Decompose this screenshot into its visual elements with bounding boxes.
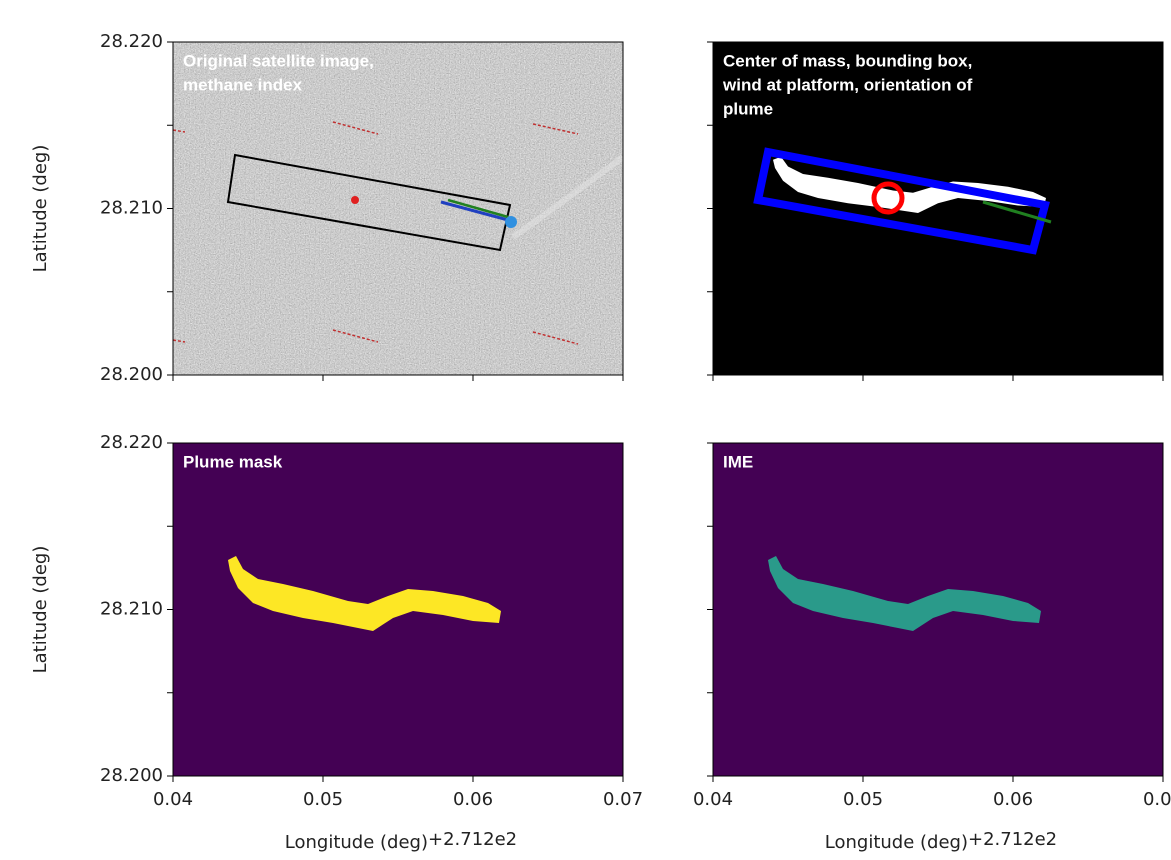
- grid-marker: [173, 129, 186, 133]
- image: IME: [713, 443, 1163, 776]
- panel: Plume mask 0.04 0.05 0.06 0.07 28.200 28.210 28…: [30, 432, 643, 853]
- y-tick-label: 28.220: [100, 432, 163, 453]
- image: Center of mass, bounding box, wind at pla…: [713, 42, 1163, 375]
- grid-marker: [332, 329, 379, 343]
- panel-title: methane index: [183, 75, 303, 94]
- center-of-mass: [351, 196, 359, 204]
- x-tick-label: 0.05: [303, 789, 343, 810]
- image: Original satellite image, methane index: [173, 42, 623, 375]
- y-tick-label: 28.200: [100, 765, 163, 786]
- plume: [228, 556, 501, 631]
- x-tick-label: 0.04: [153, 789, 193, 810]
- y-tick-label: 28.200: [100, 364, 163, 385]
- panel-title: Center of mass, bounding box,: [723, 51, 972, 70]
- x-tick-label: 0.07: [603, 789, 643, 810]
- panel-title: IME: [723, 452, 753, 471]
- x-tick-label: 0.04: [693, 789, 733, 810]
- x-tick-label: 0.05: [843, 789, 883, 810]
- orientation-line: [982, 200, 1052, 224]
- x-offset-text: +2.712e2: [968, 829, 1057, 850]
- center-of-mass: [871, 181, 905, 215]
- wind-arrow: [440, 200, 509, 222]
- plume: [773, 156, 1046, 213]
- x-axis-label: Longitude (deg): [285, 832, 428, 853]
- panel-title: Original satellite image,: [183, 51, 374, 70]
- panel-title: wind at platform, orientation of: [722, 75, 973, 94]
- bounding-box: [226, 153, 512, 252]
- panel: Original satellite image, methane index 28…: [30, 31, 624, 385]
- x-tick-label: 0.07: [1143, 789, 1171, 810]
- grid-marker: [173, 339, 186, 343]
- plume-streak: [511, 154, 623, 240]
- image: Plume mask: [173, 443, 623, 776]
- orientation-arrow: [447, 198, 509, 219]
- plume: [768, 556, 1041, 631]
- panel-title: Plume mask: [183, 452, 283, 471]
- y-axis-label: Latitude (deg): [30, 145, 51, 273]
- platform: [505, 216, 517, 228]
- y-axis-label: Latitude (deg): [30, 546, 51, 674]
- panel: Center of mass, bounding box, wind at pla…: [707, 41, 1164, 381]
- panel-title: plume: [723, 99, 773, 118]
- x-offset-text: +2.712e2: [428, 829, 517, 850]
- y-tick-label: 28.210: [100, 198, 163, 219]
- bounding-box: [753, 147, 1050, 255]
- grid-marker: [532, 331, 579, 345]
- grid-marker: [332, 121, 379, 135]
- y-tick-label: 28.210: [100, 599, 163, 620]
- x-axis-label: Longitude (deg): [825, 832, 968, 853]
- grid-marker: [532, 123, 579, 135]
- y-tick-label: 28.220: [100, 31, 163, 52]
- x-tick-label: 0.06: [453, 789, 493, 810]
- panel: IME 0.04 0.05 0.06 0.07 Longitude (deg)+2.712…: [693, 442, 1171, 853]
- x-tick-label: 0.06: [993, 789, 1033, 810]
